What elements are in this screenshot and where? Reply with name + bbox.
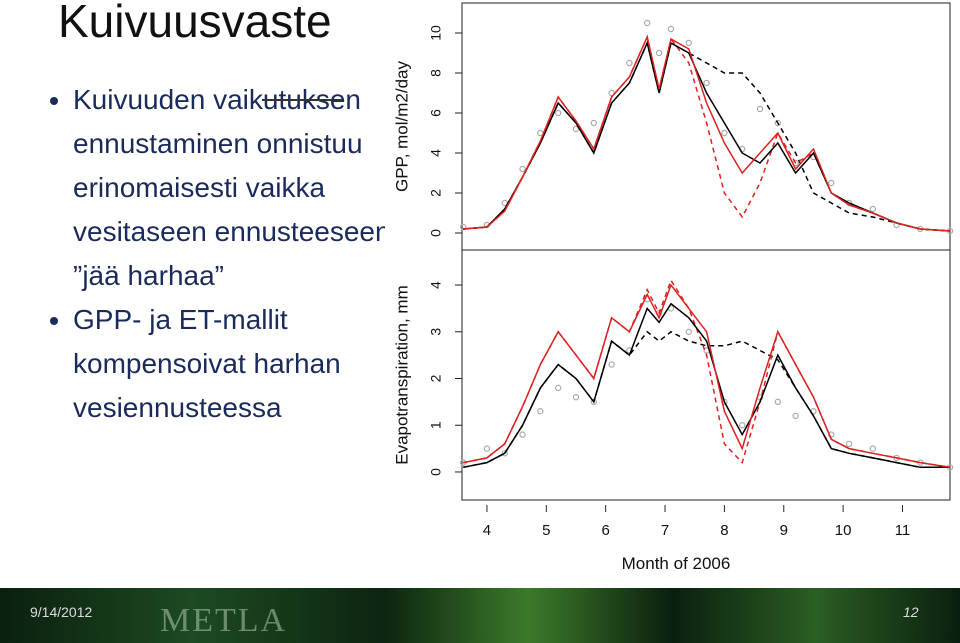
x-tick-label: 6: [601, 522, 609, 539]
observation-point: [869, 205, 877, 213]
x-tick-label: 8: [720, 522, 728, 539]
observation-point: [519, 431, 526, 438]
series-line: [463, 40, 951, 232]
observation-point: [501, 450, 508, 457]
observation-point: [626, 59, 633, 67]
y-tick-label: 2: [428, 374, 444, 382]
observation-point: [519, 165, 526, 173]
series-line: [463, 330, 950, 469]
bullet: Kuivuuden vaikutuksen ennustaminen onnis…: [73, 78, 423, 298]
observation-point: [572, 393, 580, 401]
series-line: [463, 40, 951, 232]
observation-point: [554, 384, 562, 392]
observation-point: [685, 39, 692, 47]
observation-point: [845, 440, 853, 448]
y-tick-label: 8: [428, 69, 444, 77]
y-tick-label: 6: [428, 109, 444, 117]
x-tick-label: 5: [542, 522, 550, 539]
x-tick-label: 10: [835, 522, 852, 539]
observation-point: [721, 129, 728, 137]
y-tick-label: 4: [428, 281, 444, 289]
observation-point: [483, 445, 491, 452]
observation-point: [828, 179, 835, 187]
y-tick-label: 10: [428, 25, 444, 41]
x-axis-label: Month of 2006: [622, 554, 731, 573]
series-line: [463, 283, 951, 469]
observation-point: [572, 125, 580, 133]
footer: 9/14/2012 METLA 12: [0, 588, 960, 643]
y-tick-label: 0: [428, 229, 444, 237]
observation-point: [869, 445, 877, 452]
observation-point: [756, 105, 764, 113]
observation-point: [774, 398, 782, 406]
observation-point: [774, 119, 782, 127]
footer-logo: METLA: [160, 602, 288, 639]
observation-point: [703, 79, 710, 87]
footer-date: 9/14/2012: [30, 604, 93, 620]
observation-point: [644, 19, 651, 27]
observation-point: [792, 412, 799, 420]
y-axis-label: GPP, mol/m2/day: [392, 60, 411, 192]
observation-point: [608, 361, 615, 368]
y-tick-label: 4: [428, 149, 444, 157]
observation-point: [590, 119, 597, 127]
y-tick-label: 1: [428, 421, 444, 429]
x-tick-label: 7: [661, 522, 669, 539]
observation-point: [459, 223, 467, 231]
x-tick-label: 4: [483, 522, 491, 539]
observation-point: [739, 422, 746, 429]
observation-point: [667, 25, 675, 33]
page-number: 12: [903, 604, 919, 620]
y-tick-label: 0: [428, 468, 444, 476]
observation-point: [537, 408, 544, 415]
series-line: [463, 302, 950, 469]
observation-point: [554, 109, 562, 117]
series-line: [463, 34, 951, 232]
bullet-list: Kuivuuden vaikutuksen ennustaminen onnis…: [38, 78, 423, 430]
decor-line: [262, 99, 342, 101]
y-axis-label: Evapotranspiration, mm: [392, 285, 411, 465]
plot-frame: [461, 2, 951, 251]
y-tick-label: 2: [428, 189, 444, 197]
x-tick-label: 11: [895, 522, 911, 539]
slide-title: Kuivuusvaste: [58, 0, 332, 47]
chart: 0 2 4 6 8 10 GPP, mol/m2/day 0 1 2 3 4 Evapotranspir…: [385, 0, 960, 588]
observation-point: [655, 49, 663, 57]
bullet: GPP- ja ET-mallit kompensoivat harhan ve…: [73, 298, 423, 430]
x-tick-label: 9: [780, 522, 788, 539]
observation-point: [685, 328, 692, 335]
series-line: [463, 34, 951, 232]
plot-frame: [461, 249, 951, 501]
y-tick-label: 3: [428, 328, 444, 336]
